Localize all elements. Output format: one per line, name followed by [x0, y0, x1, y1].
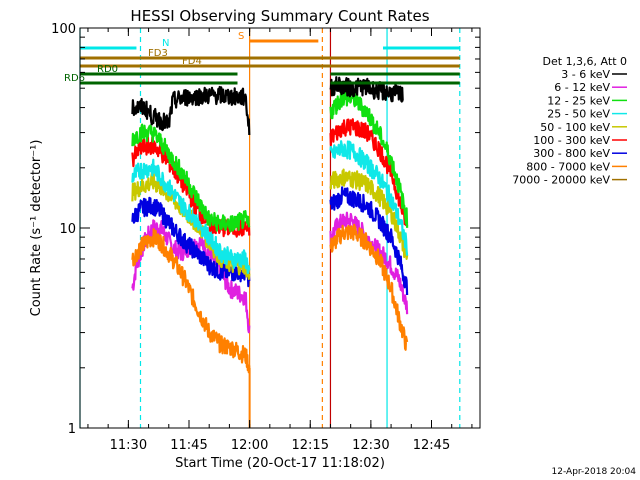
legend-label-7: 800 - 7000 keV — [526, 160, 610, 173]
series-line-25to50keV-1 — [329, 140, 409, 256]
flag-label-N: N — [162, 38, 169, 49]
series-line-50to100keV-1 — [329, 168, 409, 260]
y-axis-label: Count Rate (s⁻¹ detector⁻¹) — [29, 140, 44, 317]
x-tick-label-3: 12:15 — [292, 438, 329, 453]
legend-label-8: 7000 - 20000 keV — [512, 174, 610, 187]
x-tick-label-0: 11:30 — [110, 438, 147, 453]
legend-label-6: 300 - 800 keV — [533, 147, 610, 160]
series-line-100to300keV-1 — [329, 118, 409, 227]
flag-label-FD3: FD3 — [148, 48, 168, 59]
series-line-12to25keV-0 — [131, 123, 251, 233]
y-tick-label-1: 10 — [59, 222, 76, 237]
x-tick-label-2: 12:00 — [231, 438, 268, 453]
legend-label-5: 100 - 300 keV — [533, 134, 610, 147]
series-line-300to800keV-1 — [329, 186, 409, 296]
series-line-800to7000keV-0 — [131, 228, 251, 374]
series-line-800to7000keV-1 — [329, 223, 409, 351]
legend-label-2: 12 - 25 keV — [547, 94, 610, 107]
flag-label-RD6: RD6 — [64, 73, 85, 84]
series-line-25to50keV-0 — [131, 158, 251, 275]
x-axis-label: Start Time (20-Oct-17 11:18:02) — [175, 456, 385, 471]
series-line-6to12keV-1 — [329, 211, 409, 315]
flag-label-RD0: RD0 — [97, 64, 118, 75]
x-tick-label-4: 12:30 — [352, 438, 389, 453]
print-timestamp: 12-Apr-2018 20:04 — [552, 467, 637, 477]
x-tick-label-1: 11:45 — [170, 438, 207, 453]
legend-label-1: 6 - 12 keV — [554, 81, 610, 94]
legend-label-4: 50 - 100 keV — [540, 121, 610, 134]
y-tick-label-0: 1 — [68, 422, 76, 437]
legend-label-0: 3 - 6 keV — [561, 68, 610, 81]
chart-title: HESSI Observing Summary Count Rates — [130, 7, 429, 25]
flag-label-FD4: FD4 — [182, 56, 202, 67]
y-tick-label-2: 100 — [51, 22, 76, 37]
legend-title: Det 1,3,6, Att 0 — [543, 55, 627, 68]
legend-label-3: 25 - 50 keV — [547, 108, 610, 121]
plot-area: N S FD3 FD4 RD0 RD6 1 10 100 11:30 11:45 12:00 12:15… — [51, 22, 481, 453]
flag-label-S: S — [238, 31, 244, 42]
x-tick-label-5: 12:45 — [413, 438, 450, 453]
series-line-12to25keV-1 — [329, 89, 409, 228]
series-line-3to6keV-0 — [131, 85, 251, 136]
